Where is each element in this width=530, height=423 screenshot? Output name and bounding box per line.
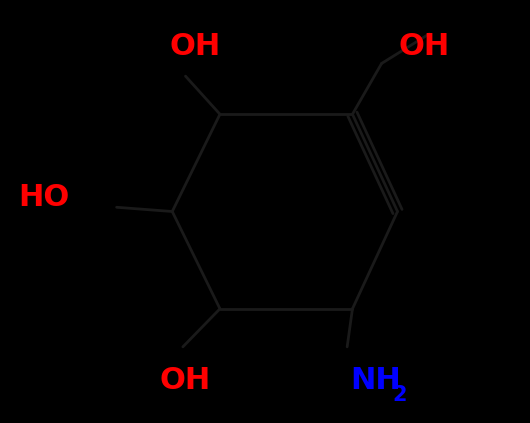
Text: OH: OH	[160, 366, 210, 395]
Text: NH: NH	[350, 366, 401, 395]
Text: 2: 2	[392, 385, 407, 405]
Text: OH: OH	[399, 32, 450, 61]
Text: OH: OH	[170, 32, 220, 61]
Text: HO: HO	[18, 184, 69, 212]
